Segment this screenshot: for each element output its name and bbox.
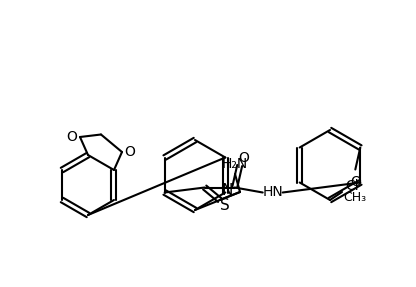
Text: O: O bbox=[124, 145, 136, 159]
Text: HN: HN bbox=[262, 185, 283, 199]
Text: O: O bbox=[350, 175, 361, 189]
Text: Cl: Cl bbox=[345, 179, 359, 193]
Text: S: S bbox=[220, 197, 230, 212]
Text: N: N bbox=[222, 183, 233, 198]
Text: O: O bbox=[67, 130, 77, 144]
Text: O: O bbox=[238, 150, 249, 164]
Text: H₂N: H₂N bbox=[222, 157, 248, 171]
Text: CH₃: CH₃ bbox=[344, 191, 367, 204]
